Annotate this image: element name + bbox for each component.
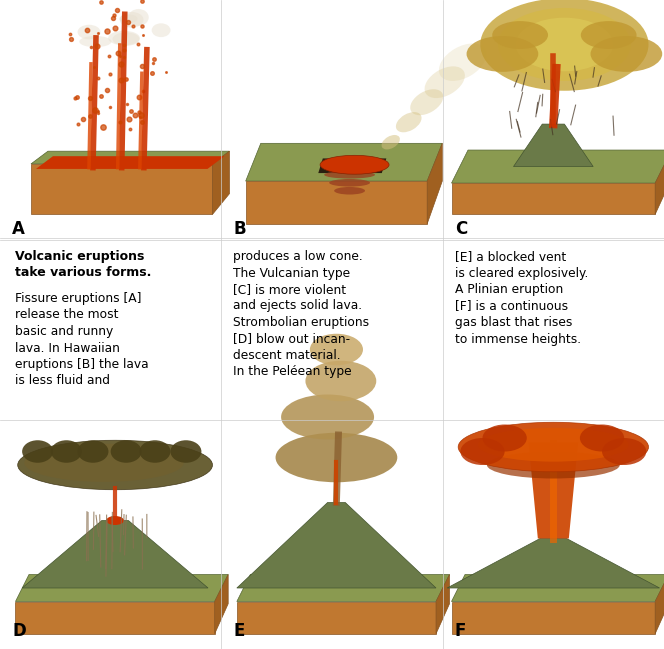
Polygon shape	[655, 150, 664, 214]
Ellipse shape	[171, 440, 201, 463]
Ellipse shape	[108, 31, 140, 45]
Text: A: A	[12, 220, 25, 238]
Polygon shape	[452, 183, 655, 214]
Ellipse shape	[120, 14, 137, 23]
Ellipse shape	[492, 21, 548, 49]
Polygon shape	[22, 520, 208, 588]
Text: Volcanic eruptions
take various forms.: Volcanic eruptions take various forms.	[15, 250, 151, 279]
Ellipse shape	[382, 135, 400, 149]
Ellipse shape	[106, 516, 124, 525]
Polygon shape	[452, 574, 664, 602]
Polygon shape	[237, 574, 450, 602]
Ellipse shape	[581, 21, 637, 49]
Bar	[0, 2, 221, 238]
Text: B: B	[233, 220, 246, 238]
Ellipse shape	[18, 440, 212, 490]
Polygon shape	[246, 181, 427, 224]
Polygon shape	[655, 574, 664, 634]
Bar	[221, 2, 443, 238]
Ellipse shape	[580, 424, 624, 452]
Ellipse shape	[602, 438, 646, 465]
Text: C: C	[455, 220, 467, 238]
Polygon shape	[452, 150, 664, 183]
Polygon shape	[246, 143, 442, 181]
Ellipse shape	[324, 171, 375, 178]
Ellipse shape	[483, 424, 527, 452]
Ellipse shape	[439, 43, 487, 81]
Ellipse shape	[139, 440, 171, 463]
Polygon shape	[15, 602, 214, 634]
Polygon shape	[214, 574, 228, 634]
Ellipse shape	[367, 158, 378, 167]
Polygon shape	[31, 164, 212, 214]
Ellipse shape	[329, 179, 370, 186]
Bar	[221, 420, 443, 645]
Ellipse shape	[79, 36, 112, 47]
Ellipse shape	[310, 334, 363, 365]
Ellipse shape	[128, 9, 149, 26]
Polygon shape	[237, 502, 436, 588]
Ellipse shape	[458, 422, 649, 472]
Ellipse shape	[111, 440, 141, 463]
Text: produces a low cone.
The Vulcanian type
[C] is more violent
and ejects solid lav: produces a low cone. The Vulcanian type …	[233, 250, 369, 378]
Polygon shape	[318, 158, 386, 173]
Ellipse shape	[467, 36, 539, 72]
Ellipse shape	[25, 444, 184, 482]
Ellipse shape	[480, 0, 649, 91]
Ellipse shape	[51, 440, 82, 463]
Ellipse shape	[396, 112, 422, 132]
Polygon shape	[529, 443, 578, 539]
Ellipse shape	[410, 89, 444, 115]
Ellipse shape	[78, 25, 100, 40]
Ellipse shape	[120, 12, 143, 28]
Text: F: F	[455, 622, 466, 640]
Polygon shape	[237, 602, 436, 634]
Ellipse shape	[478, 428, 629, 461]
Text: [E] a blocked vent
is cleared explosively.
A Plinian eruption
[F] is a continuou: [E] a blocked vent is cleared explosivel…	[455, 250, 588, 345]
Ellipse shape	[276, 433, 397, 482]
Bar	[443, 420, 664, 645]
Polygon shape	[31, 151, 230, 164]
Polygon shape	[513, 124, 593, 167]
Text: D: D	[12, 622, 26, 640]
Bar	[443, 2, 664, 238]
Polygon shape	[436, 574, 450, 634]
Ellipse shape	[305, 361, 376, 401]
Ellipse shape	[460, 438, 505, 465]
Ellipse shape	[22, 440, 53, 463]
Ellipse shape	[320, 155, 389, 174]
Ellipse shape	[424, 66, 465, 98]
Polygon shape	[15, 574, 228, 602]
Text: E: E	[233, 622, 245, 640]
Polygon shape	[427, 143, 442, 224]
Polygon shape	[452, 602, 655, 634]
Ellipse shape	[487, 452, 620, 478]
Polygon shape	[212, 151, 230, 214]
Ellipse shape	[590, 36, 662, 72]
Ellipse shape	[281, 395, 374, 439]
Ellipse shape	[78, 440, 108, 463]
Ellipse shape	[334, 187, 365, 195]
Ellipse shape	[516, 18, 613, 71]
Polygon shape	[36, 156, 224, 169]
Text: Fissure eruptions [A]
release the most
basic and runny
lava. In Hawaiian
eruptio: Fissure eruptions [A] release the most b…	[15, 292, 149, 387]
Ellipse shape	[151, 23, 171, 37]
Ellipse shape	[112, 32, 139, 46]
Bar	[0, 420, 221, 645]
Ellipse shape	[498, 8, 631, 81]
Polygon shape	[447, 539, 659, 588]
